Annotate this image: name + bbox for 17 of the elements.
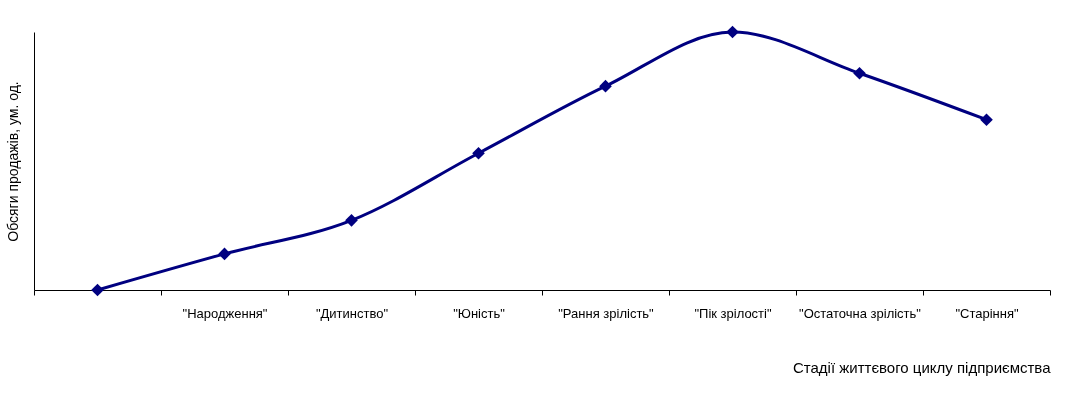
point [726,25,739,39]
x-tick-label: "Дитинство" [315,305,389,321]
point [599,79,612,93]
point [980,113,993,127]
point [218,247,231,261]
x-tick-label: "Пік зрілості" [694,305,772,321]
x-tick-label: "Остаточна зрілість" [799,305,922,321]
x-tick-label: "Народження" [182,305,268,321]
x-tick-label: "Старіння" [955,305,1019,321]
y-axis-title: Обсяги продажів, ум. од. [4,81,21,242]
x-tick-label: "Юність" [453,305,506,321]
point [345,214,358,227]
point [853,66,866,80]
point [472,146,485,160]
x-tick-label: "Рання зрілість" [558,305,655,321]
x-axis-title: Стадії життєвого циклу підприємства [792,358,1052,376]
point [91,283,104,297]
